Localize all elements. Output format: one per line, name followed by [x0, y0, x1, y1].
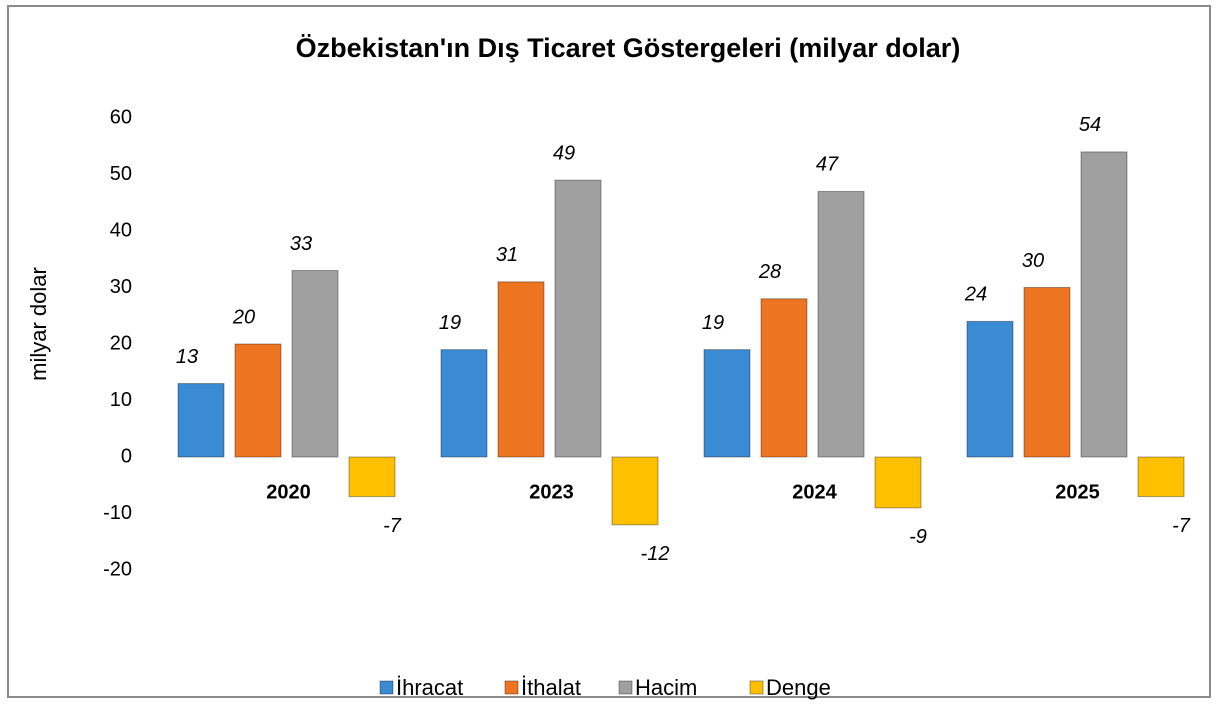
data-label: 47	[816, 154, 839, 176]
x-tick-label: 2025	[1055, 481, 1100, 503]
data-label: 28	[758, 261, 781, 283]
x-tick-label: 2024	[792, 481, 837, 503]
legend-swatch	[379, 680, 394, 695]
y-axis-label: milyar dolar	[26, 267, 51, 381]
bar	[497, 281, 545, 458]
legend-label: Hacim	[635, 675, 697, 700]
data-label: -12	[641, 543, 670, 565]
bar	[1080, 151, 1128, 458]
bar	[611, 456, 659, 526]
data-label: 24	[964, 284, 987, 306]
y-tick-label: 30	[110, 276, 132, 298]
y-tick-label: 60	[110, 106, 132, 128]
data-label: -9	[909, 526, 927, 548]
data-label: 13	[176, 346, 198, 368]
bar	[760, 298, 808, 458]
data-label: 54	[1079, 114, 1101, 136]
data-label: 30	[1022, 250, 1044, 272]
data-label: 20	[232, 306, 255, 328]
legend-swatch	[618, 680, 633, 695]
y-tick-label: -20	[103, 558, 132, 580]
data-label: -7	[383, 515, 402, 537]
x-tick-label: 2020	[266, 481, 311, 503]
y-tick-label: 50	[110, 163, 132, 185]
legend-label: İhracat	[396, 675, 463, 700]
bar	[966, 320, 1014, 458]
legend-swatch	[504, 680, 519, 695]
x-tick-label: 2023	[529, 481, 574, 503]
chart-title: Özbekistan'ın Dış Ticaret Göstergeleri (…	[296, 33, 961, 63]
y-tick-label: 20	[110, 332, 132, 354]
bar	[554, 179, 602, 458]
y-tick-label: 40	[110, 219, 132, 241]
bar	[1137, 456, 1185, 498]
data-label: 31	[496, 244, 518, 266]
data-label: 49	[553, 142, 575, 164]
bar	[703, 349, 751, 458]
bar	[1023, 287, 1071, 458]
legend-swatch	[749, 680, 764, 695]
bar	[817, 190, 865, 458]
legend-label: İthalat	[521, 675, 581, 700]
y-tick-label: 0	[121, 445, 132, 467]
data-label: 19	[702, 312, 724, 334]
bar	[440, 349, 488, 458]
y-tick-label: 10	[110, 389, 132, 411]
bar	[291, 270, 339, 458]
bar	[874, 456, 922, 509]
bar	[177, 383, 225, 458]
legend-label: Denge	[766, 675, 831, 700]
y-tick-label: -10	[103, 502, 132, 524]
data-label: -7	[1172, 515, 1191, 537]
data-label: 33	[290, 233, 312, 255]
bar	[348, 456, 396, 498]
bar	[234, 343, 282, 458]
data-label: 19	[439, 312, 461, 334]
